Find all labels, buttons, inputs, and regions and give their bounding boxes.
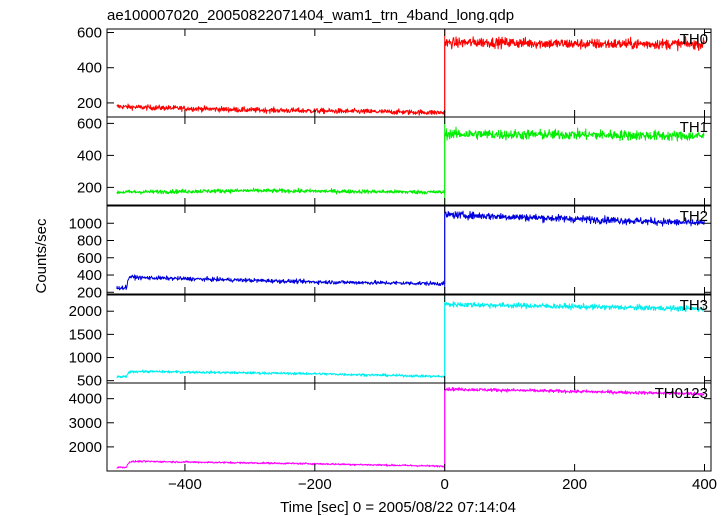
x-axis: −400 −200 0 200 400 (168, 476, 717, 493)
chart-title: ae100007020_20050822071404_wam1_trn_4ban… (107, 7, 514, 24)
band-label-th3: TH3 (680, 297, 708, 314)
y-tick-label: 600 (77, 250, 102, 267)
series-line-th0123 (116, 386, 705, 469)
y-tick-label: 600 (77, 25, 102, 42)
series-line-th1 (116, 126, 705, 195)
y-tick-label: 500 (77, 373, 102, 390)
panel-th0123: 2000 3000 4000 TH0123 (69, 382, 712, 472)
band-label-th0: TH0 (680, 31, 708, 48)
band-label-th1: TH1 (680, 119, 708, 136)
x-tick-label: −400 (168, 476, 202, 493)
y-tick-label: 1000 (69, 350, 102, 367)
y-tick-label: 400 (77, 267, 102, 284)
y-tick-label: 4000 (69, 391, 102, 408)
panel-frame-th0123 (106, 382, 712, 472)
y-tick-label: 1000 (69, 215, 102, 232)
x-tick-label: −200 (298, 476, 332, 493)
y-tick-label: 2000 (69, 303, 102, 320)
band-label-th0123: TH0123 (655, 385, 708, 402)
y-tick-label: 200 (77, 95, 102, 112)
series-line-th3 (116, 301, 705, 379)
panel-frame-th2 (106, 205, 712, 295)
series-line-th0 (116, 35, 705, 116)
y-tick-label: 200 (77, 179, 102, 196)
y-tick-label: 800 (77, 233, 102, 250)
panel-th0: 200 400 600 TH0 (77, 25, 712, 118)
y-tick-label: 200 (77, 284, 102, 301)
panel-th3: 500 1000 1500 2000 TH3 (69, 294, 712, 390)
y-tick-label: 2000 (69, 439, 102, 456)
panel-frame-th1 (106, 116, 712, 206)
x-tick-label: 200 (562, 476, 587, 493)
x-axis-label: Time [sec] 0 = 2005/08/22 07:14:04 (280, 499, 516, 516)
y-tick-label: 3000 (69, 415, 102, 432)
series-line-th2 (116, 210, 705, 291)
y-tick-label: 1500 (69, 326, 102, 343)
x-tick-label: 400 (692, 476, 717, 493)
y-axis-label: Counts/sec (33, 218, 50, 294)
y-tick-label: 400 (77, 147, 102, 164)
x-tick-label: 0 (441, 476, 449, 493)
y-tick-label: 600 (77, 115, 102, 132)
y-tick-label: 400 (77, 60, 102, 77)
panel-th1: 200 400 600 TH1 (77, 115, 712, 206)
band-label-th2: TH2 (680, 208, 708, 225)
